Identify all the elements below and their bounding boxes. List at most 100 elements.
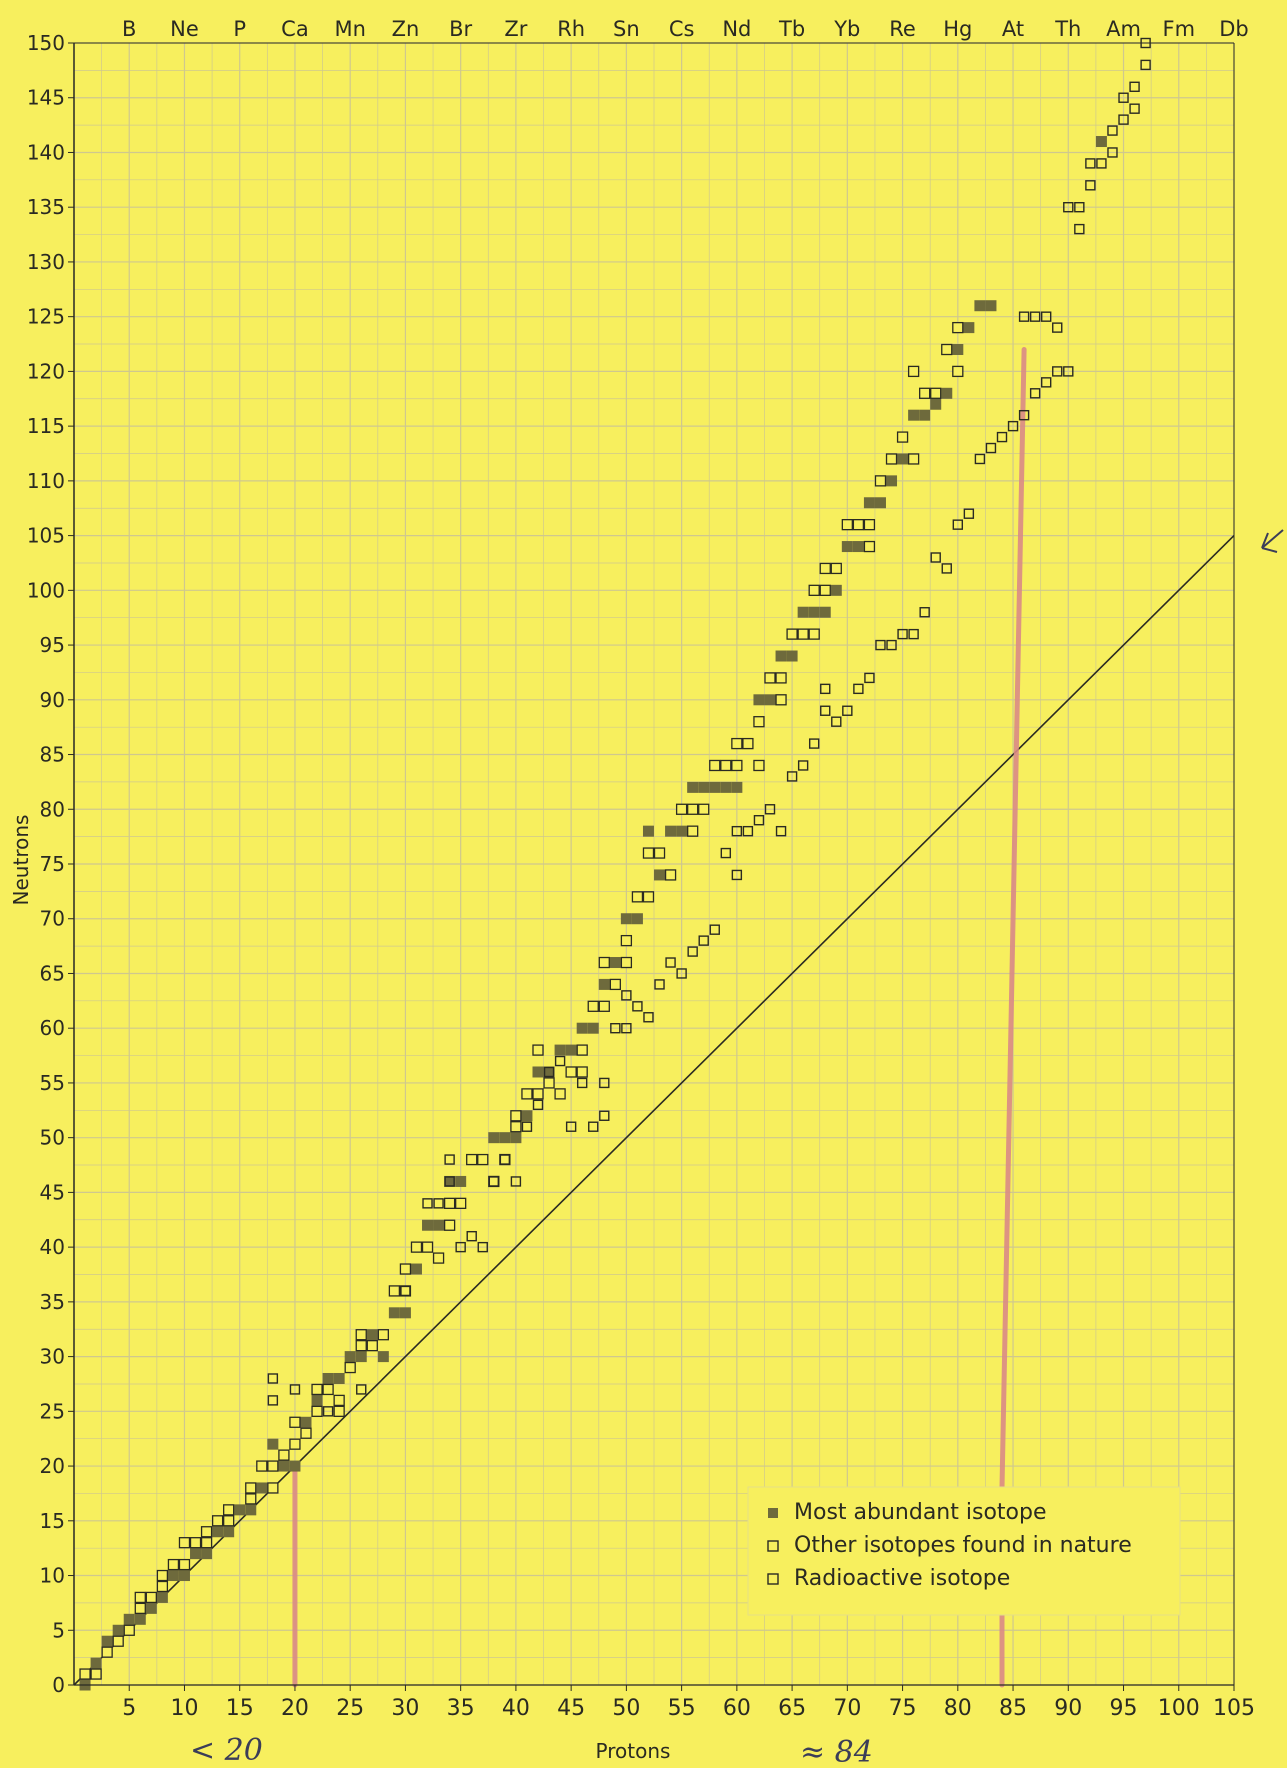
y-tick-label: 75 [40, 852, 65, 876]
marker-radioactive-isotope [643, 1012, 654, 1023]
marker-most-abundant [256, 1482, 268, 1494]
marker-most-abundant [642, 825, 654, 837]
y-tick-label: 70 [40, 907, 65, 931]
marker-natural-isotope [698, 803, 710, 815]
marker-natural-isotope [753, 716, 765, 728]
y-tick-label: 85 [40, 743, 65, 767]
marker-radioactive-isotope [764, 804, 776, 815]
marker-radioactive-isotope [576, 1077, 588, 1089]
marker-natural-isotope [631, 891, 644, 903]
marker-most-abundant [797, 606, 809, 618]
marker-natural-isotope [499, 1153, 511, 1166]
x-tick-label: 80 [944, 1696, 972, 1721]
marker-most-abundant [366, 1329, 378, 1341]
marker-radioactive-isotope [1118, 114, 1129, 125]
marker-natural-isotope [852, 519, 865, 531]
y-tick-label: 80 [40, 797, 65, 821]
element-label: Db [1219, 17, 1249, 41]
marker-most-abundant [874, 497, 886, 509]
handwritten-note-right: ≈ 84 [800, 1735, 873, 1764]
marker-radioactive-isotope [632, 1001, 643, 1012]
legend: Most abundant isotope Other isotopes foun… [747, 1486, 1181, 1616]
element-label: B [122, 17, 136, 41]
marker-radioactive-isotope [444, 1176, 455, 1187]
marker-natural-isotope [687, 803, 699, 815]
marker-natural-isotope [79, 1668, 91, 1680]
element-label: Ne [170, 17, 199, 41]
marker-radioactive-isotope [1052, 366, 1063, 377]
marker-most-abundant [101, 1635, 113, 1647]
y-tick-label: 140 [27, 140, 65, 164]
marker-natural-isotope [819, 562, 831, 575]
legend-entry-label: Radioactive isotope [794, 1566, 1010, 1591]
marker-most-abundant [388, 1307, 400, 1319]
marker-radioactive-isotope [1029, 388, 1041, 399]
marker-most-abundant [521, 1110, 533, 1122]
marker-radioactive-isotope [820, 705, 831, 716]
hand-drawn-arrow [1261, 529, 1284, 553]
marker-natural-isotope [874, 475, 887, 487]
marker-most-abundant [808, 606, 820, 618]
marker-most-abundant [587, 1022, 599, 1034]
x-axis-label: Protons [596, 1739, 671, 1763]
marker-radioactive-isotope [1040, 311, 1052, 322]
element-label: Fm [1162, 17, 1195, 41]
marker-natural-isotope [642, 847, 655, 859]
marker-most-abundant [234, 1504, 246, 1516]
y-tick-label: 15 [40, 1509, 65, 1533]
marker-radioactive-isotope [654, 979, 665, 990]
marker-radioactive-isotope [267, 1395, 279, 1406]
marker-most-abundant [598, 978, 610, 990]
marker-most-abundant [952, 344, 964, 356]
marker-most-abundant [410, 1263, 422, 1275]
marker-most-abundant [145, 1602, 157, 1614]
y-tick-label: 45 [40, 1180, 65, 1204]
marker-most-abundant [344, 1351, 356, 1363]
marker-most-abundant [212, 1526, 224, 1538]
element-label: At [1002, 17, 1024, 41]
element-label: Br [449, 17, 472, 41]
marker-natural-isotope [123, 1624, 135, 1636]
marker-radioactive-isotope [952, 519, 964, 530]
element-label: Zn [392, 17, 420, 41]
x-tick-label: 65 [778, 1696, 806, 1721]
marker-radioactive-isotope [786, 771, 798, 782]
marker-natural-isotope [289, 1416, 301, 1428]
marker-radioactive-isotope [1096, 158, 1107, 169]
legend-entry-label: Most abundant isotope [794, 1500, 1046, 1525]
y-tick-label: 130 [27, 250, 65, 274]
x-tick-label: 40 [502, 1696, 530, 1721]
marker-most-abundant [178, 1570, 190, 1582]
y-tick-label: 110 [27, 469, 65, 493]
y-tick-label: 90 [40, 688, 65, 712]
y-tick-label: 105 [27, 524, 65, 548]
element-label: Sn [613, 17, 640, 41]
marker-radioactive-isotope [1085, 180, 1096, 191]
marker-natural-isotope [134, 1602, 146, 1615]
marker-radioactive-isotope [1085, 158, 1096, 169]
marker-radioactive-isotope [676, 968, 687, 979]
marker-natural-isotope [178, 1558, 191, 1571]
marker-natural-isotope [863, 540, 876, 553]
marker-natural-isotope [477, 1153, 489, 1166]
marker-natural-isotope [653, 847, 666, 859]
marker-natural-isotope [156, 1569, 169, 1582]
marker-most-abundant [609, 957, 621, 969]
marker-radioactive-isotope [875, 639, 886, 651]
marker-most-abundant [554, 1044, 566, 1056]
y-tick-label: 20 [40, 1454, 65, 1478]
marker-radioactive-isotope [1107, 125, 1118, 136]
y-tick-label: 145 [27, 86, 65, 110]
marker-natural-isotope [256, 1460, 268, 1472]
marker-most-abundant [698, 781, 710, 793]
marker-most-abundant [134, 1613, 146, 1625]
marker-natural-isotope [189, 1537, 202, 1549]
y-tick-label: 120 [27, 359, 65, 383]
marker-most-abundant [841, 541, 853, 553]
marker-most-abundant [245, 1504, 257, 1516]
marker-natural-isotope [211, 1515, 224, 1527]
marker-radioactive-isotope [974, 453, 986, 465]
marker-natural-isotope [919, 387, 931, 399]
marker-natural-isotope [532, 1088, 544, 1100]
